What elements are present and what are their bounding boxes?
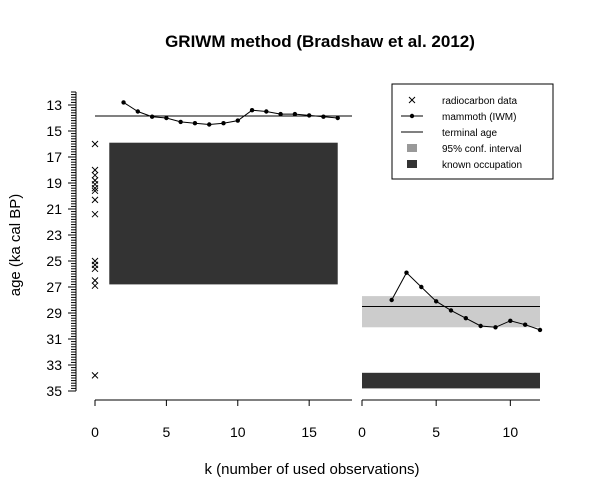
legend-entry-label: 95% conf. interval [442,144,522,155]
legend-entry-label: radiocarbon data [442,96,517,107]
x-axis-label: k (number of used observations) [204,461,419,478]
mammoth-iwm-point [207,122,212,127]
radiocarbon-point [91,277,99,284]
legend-radiocarbon-key [408,96,416,104]
mammoth-iwm-point [419,284,424,290]
x-tick-label: 0 [91,424,99,440]
mammoth-iwm-point [508,318,513,323]
mammoth-iwm-point [404,270,409,275]
mammoth-iwm-point [306,113,312,118]
mammoth-iwm-point [433,299,439,304]
legend-entry-label: known occupation [442,160,522,171]
mammoth-iwm-point [249,108,255,113]
mammoth-iwm-point [478,323,483,329]
radiocarbon-cross-stroke [91,282,99,290]
y-tick-label: 13 [46,97,62,113]
x-tick-label: 10 [230,424,246,440]
y-tick-label: 17 [46,149,62,165]
radiocarbon-cross-stroke [91,277,99,284]
mammoth-iwm-point [149,114,155,119]
y-tick-label: 25 [46,253,62,269]
mammoth-iwm-point [335,115,340,121]
mammoth-iwm-point [448,308,454,313]
radiocarbon-point [91,184,99,192]
legend-known-occupation-key [407,160,417,168]
radiocarbon-cross-stroke [91,140,99,148]
y-tick-label: 29 [46,305,62,321]
left-panel: 0 5 10 15 [91,100,352,440]
legend-conf-interval-key [407,144,417,152]
x-tick-label: 10 [503,424,519,440]
mammoth-iwm-line [123,101,338,126]
mammoth-iwm-point [264,109,269,114]
y-tick-label: 15 [46,123,62,139]
chart-title: GRIWM method (Bradshaw et al. 2012) [165,32,475,51]
x-tick-label: 5 [162,424,170,440]
radiocarbon-cross-stroke [91,265,99,273]
radiocarbon-point [91,187,99,195]
radiocarbon-point [91,372,99,379]
mammoth-iwm-point [178,119,183,125]
mammoth-iwm-point [493,325,498,330]
mammoth-iwm-point [235,118,240,123]
radiocarbon-cross-stroke [91,171,99,179]
mammoth-iwm-point [135,109,141,114]
radiocarbon-cross-stroke [91,184,99,192]
mammoth-iwm-point [522,322,528,327]
mammoth-iwm-point [192,121,198,126]
mammoth-iwm-point [292,111,298,117]
radiocarbon-point [91,210,99,218]
y-tick-label: 23 [46,227,62,243]
radiocarbon-point [91,196,99,204]
radiocarbon-point [91,265,99,273]
known-occupation-bar [109,142,338,285]
mammoth-iwm-point [121,100,126,105]
y-tick-label: 35 [46,383,62,399]
known-occupation-bar [362,372,540,389]
radiocarbon-cross-stroke [91,372,99,379]
mammoth-iwm-point [221,121,226,126]
mammoth-iwm-point [463,316,469,321]
radiocarbon-point [91,140,99,148]
radiocarbon-cross-stroke [91,210,99,218]
legend-entry-label: terminal age [442,128,497,139]
mammoth-iwm-point [164,115,169,121]
legend-mammoth-key-point [409,113,415,119]
y-tick-label: 31 [46,331,62,347]
mammoth-iwm-point [389,297,394,303]
y-tick-label: 19 [46,175,62,191]
y-axis-label: age (ka cal BP) [7,194,24,297]
y-axis: 13 15 17 19 21 23 25 27 29 31 33 35 [46,91,77,399]
x-tick-label: 15 [301,424,317,440]
legend-entry-label: mammoth (IWM) [442,112,516,123]
mammoth-iwm-point [278,111,283,117]
radiocarbon-cross-stroke [91,166,99,174]
radiocarbon-point [91,166,99,174]
y-tick-label: 33 [46,357,62,373]
legend: radiocarbon data mammoth (IWM) terminal ag… [391,83,554,180]
right-panel: 0 5 10 [358,270,543,440]
mammoth-iwm-point [321,114,326,119]
radiocarbon-point [91,171,99,179]
y-tick-label: 21 [46,201,62,217]
radiocarbon-cross-stroke [91,196,99,204]
x-tick-label: 0 [358,424,366,440]
radiocarbon-point [91,282,99,290]
radiocarbon-cross-stroke [91,187,99,195]
y-tick-label: 27 [46,279,62,295]
x-tick-label: 5 [432,424,440,440]
mammoth-iwm-point [537,327,543,333]
